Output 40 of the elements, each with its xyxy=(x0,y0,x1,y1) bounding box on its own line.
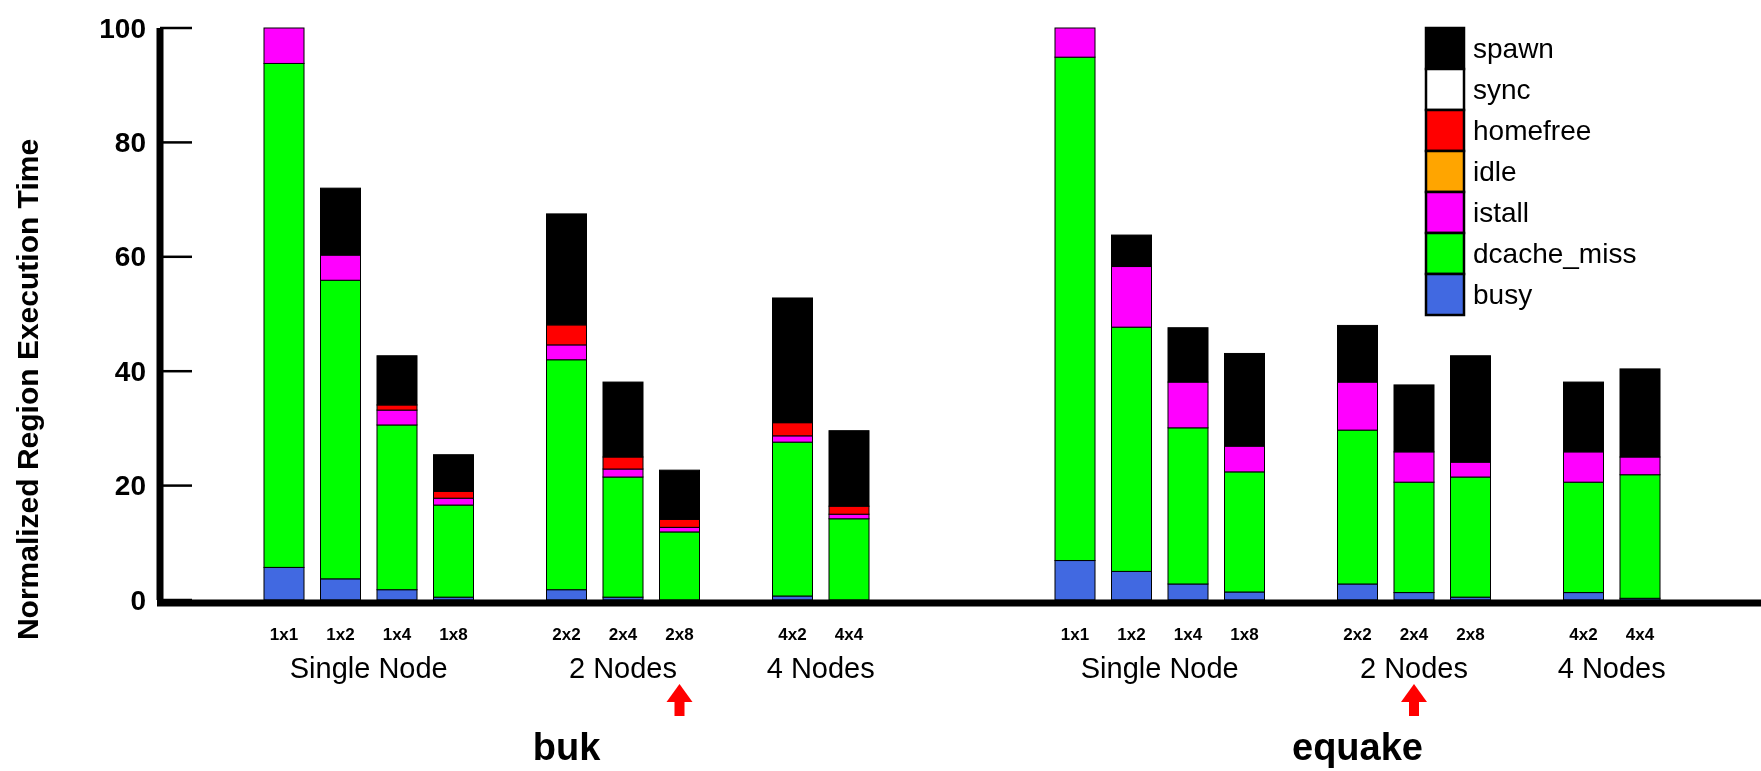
legend-label: istall xyxy=(1473,197,1530,228)
x-tick-label: 1x2 xyxy=(326,625,355,644)
y-tick-label: 60 xyxy=(114,241,146,273)
y-tick-label: 20 xyxy=(114,470,146,502)
y-axis-title: Normalized Region Execution Time xyxy=(11,138,44,641)
text: 2 Nodes xyxy=(1359,652,1469,684)
x-tick-label: 1x8 xyxy=(1230,625,1259,644)
x-tick-label: 1x1 xyxy=(269,625,299,644)
legend-label: spawn xyxy=(1473,33,1554,64)
x-tick-label: 4x4 xyxy=(834,625,864,644)
text: 4 Nodes xyxy=(766,652,875,684)
text: equake xyxy=(1292,726,1423,768)
x-tick-label: 2x8 xyxy=(1456,625,1485,644)
y-tick-label: 100 xyxy=(99,12,146,44)
y-tick-label: 40 xyxy=(114,355,146,387)
text: buk xyxy=(532,726,602,768)
x-tick-label: 2x4 xyxy=(1399,625,1429,644)
x-tick-label: 2x2 xyxy=(552,625,581,644)
text: Single Node xyxy=(289,652,448,684)
x-tick-label: 1x4 xyxy=(382,625,412,644)
y-tick-label: 0 xyxy=(130,584,146,616)
legend-label: homefree xyxy=(1473,115,1592,146)
x-tick-label: 2x2 xyxy=(1343,625,1372,644)
legend-label: dcache_miss xyxy=(1473,238,1637,269)
text: 4 Nodes xyxy=(1557,652,1666,684)
y-tick-label: 80 xyxy=(114,126,146,158)
legend-label: idle xyxy=(1473,156,1517,187)
x-tick-label: 2x8 xyxy=(665,625,694,644)
x-tick-label: 4x2 xyxy=(1569,625,1598,644)
x-tick-label: 1x2 xyxy=(1117,625,1146,644)
text: Single Node xyxy=(1080,652,1239,684)
legend-label: busy xyxy=(1473,279,1533,310)
x-tick-label: 1x4 xyxy=(1173,625,1203,644)
x-tick-label: 4x2 xyxy=(778,625,807,644)
legend-label: sync xyxy=(1473,74,1531,105)
x-tick-label: 1x1 xyxy=(1060,625,1090,644)
text: 2 Nodes xyxy=(568,652,678,684)
x-tick-label: 1x8 xyxy=(439,625,468,644)
x-tick-label: 2x4 xyxy=(608,625,638,644)
x-tick-label: 4x4 xyxy=(1625,625,1655,644)
